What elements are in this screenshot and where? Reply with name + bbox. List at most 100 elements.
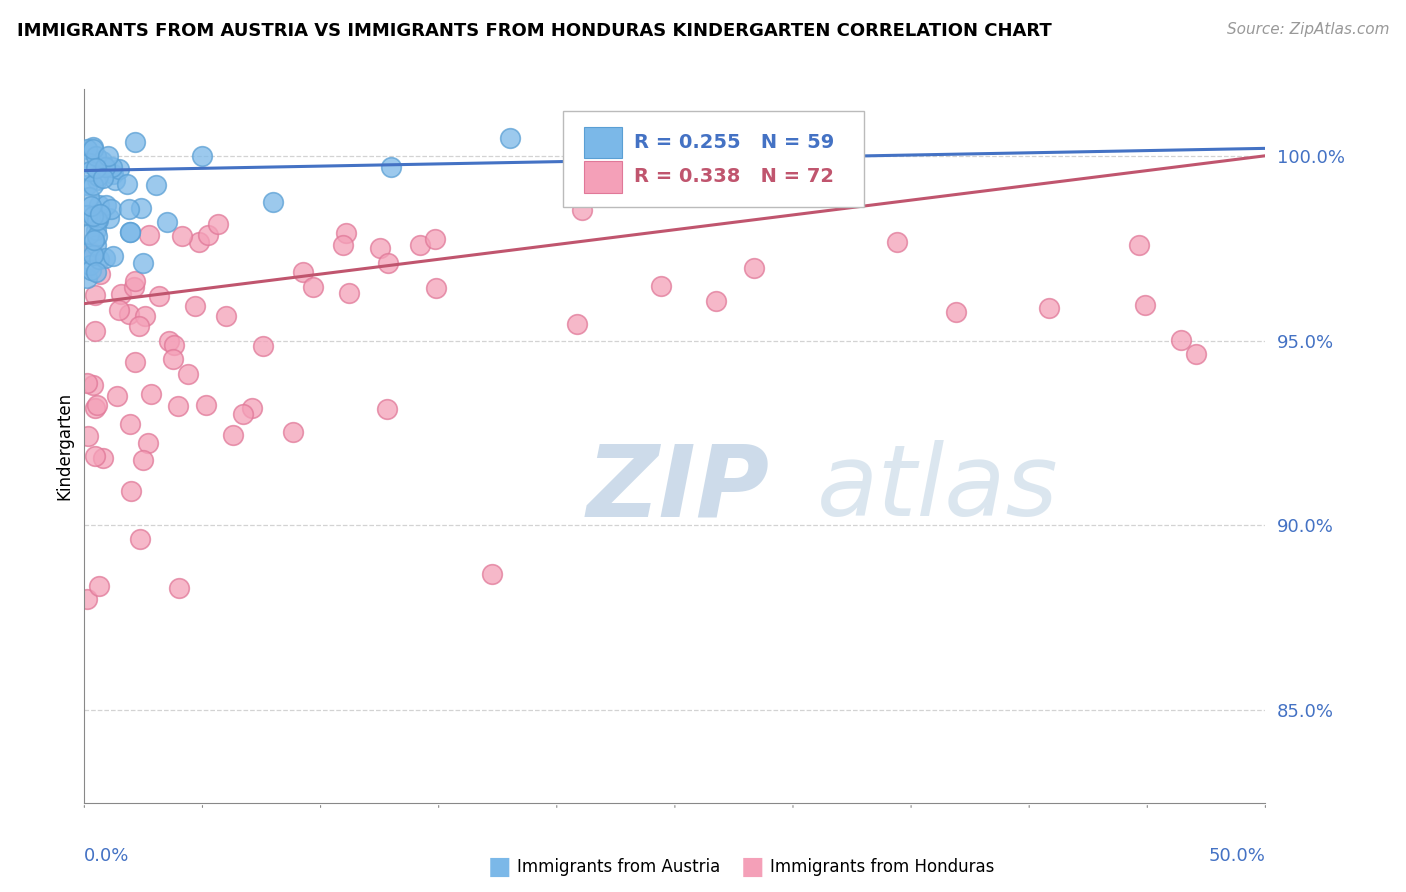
Point: [375, 402, 398, 417]
FancyBboxPatch shape: [583, 161, 621, 193]
Point: [166, 400, 188, 414]
Point: [167, 581, 190, 595]
Point: [139, 387, 162, 401]
Point: [567, 317, 589, 331]
Point: [134, 309, 156, 323]
Point: [76, 142, 98, 156]
Point: [93, 160, 115, 174]
Point: [128, 532, 150, 546]
Point: [337, 285, 360, 300]
Point: [335, 227, 357, 241]
Point: [107, 162, 129, 177]
Point: [380, 160, 402, 174]
Point: [281, 425, 304, 439]
Point: [90, 153, 112, 168]
Point: [84, 238, 107, 252]
FancyBboxPatch shape: [583, 127, 621, 159]
Point: [886, 235, 908, 249]
FancyBboxPatch shape: [562, 111, 863, 207]
Point: [84, 161, 107, 176]
Point: [80, 199, 103, 213]
Point: [84, 212, 107, 227]
Point: [94, 197, 117, 211]
Point: [423, 232, 446, 246]
Point: [302, 280, 325, 294]
Point: [89, 252, 111, 266]
Point: [121, 484, 143, 499]
Point: [89, 207, 111, 221]
Point: [89, 268, 111, 282]
Point: [132, 256, 155, 270]
Point: [101, 160, 124, 174]
Point: [409, 237, 432, 252]
Point: [1185, 347, 1208, 361]
Point: [110, 287, 132, 301]
Point: [118, 225, 141, 239]
Point: [118, 225, 141, 239]
Point: [84, 288, 107, 302]
Point: [122, 280, 145, 294]
Point: [100, 202, 122, 217]
Point: [215, 309, 238, 323]
Text: ZIP: ZIP: [586, 441, 769, 537]
Point: [120, 417, 142, 431]
Text: ■: ■: [488, 855, 510, 879]
Point: [82, 209, 104, 223]
Point: [84, 324, 107, 338]
Point: [188, 235, 211, 249]
Text: 0.0%: 0.0%: [84, 847, 129, 865]
Point: [170, 228, 193, 243]
Point: [131, 452, 153, 467]
Point: [82, 246, 104, 260]
Point: [163, 338, 186, 352]
Point: [156, 214, 179, 228]
Point: [115, 178, 138, 192]
Point: [86, 398, 108, 412]
Point: [136, 436, 159, 450]
Point: [177, 367, 200, 381]
Point: [593, 119, 616, 133]
Point: [76, 592, 98, 607]
Point: [87, 198, 110, 212]
Point: [945, 305, 967, 319]
Point: [91, 171, 114, 186]
Point: [84, 149, 107, 163]
Point: [191, 149, 214, 163]
Point: [124, 354, 146, 368]
Point: [79, 164, 101, 178]
Point: [94, 251, 117, 265]
Point: [129, 202, 152, 216]
Point: [124, 274, 146, 288]
Point: [222, 427, 245, 442]
Point: [79, 155, 101, 169]
Point: [571, 203, 593, 218]
Point: [84, 401, 107, 415]
Point: [104, 173, 127, 187]
Text: Source: ZipAtlas.com: Source: ZipAtlas.com: [1226, 22, 1389, 37]
Point: [232, 407, 254, 421]
Point: [118, 307, 141, 321]
Point: [82, 248, 104, 262]
Point: [91, 451, 114, 466]
Point: [368, 241, 391, 255]
Text: R = 0.338   N = 72: R = 0.338 N = 72: [634, 168, 834, 186]
Point: [194, 398, 217, 412]
Point: [704, 294, 727, 309]
Point: [332, 238, 354, 252]
Text: ■: ■: [741, 855, 763, 879]
Text: R = 0.255   N = 59: R = 0.255 N = 59: [634, 133, 834, 153]
Point: [76, 376, 98, 390]
Point: [425, 281, 447, 295]
Point: [101, 248, 124, 262]
Point: [252, 339, 274, 353]
Point: [162, 352, 184, 367]
Point: [1038, 301, 1060, 315]
Point: [82, 142, 104, 156]
Point: [82, 378, 104, 392]
Point: [262, 194, 284, 209]
Point: [124, 135, 146, 149]
Point: [89, 579, 111, 593]
Text: Immigrants from Honduras: Immigrants from Honduras: [770, 858, 995, 876]
Point: [86, 173, 108, 187]
Point: [84, 223, 107, 237]
